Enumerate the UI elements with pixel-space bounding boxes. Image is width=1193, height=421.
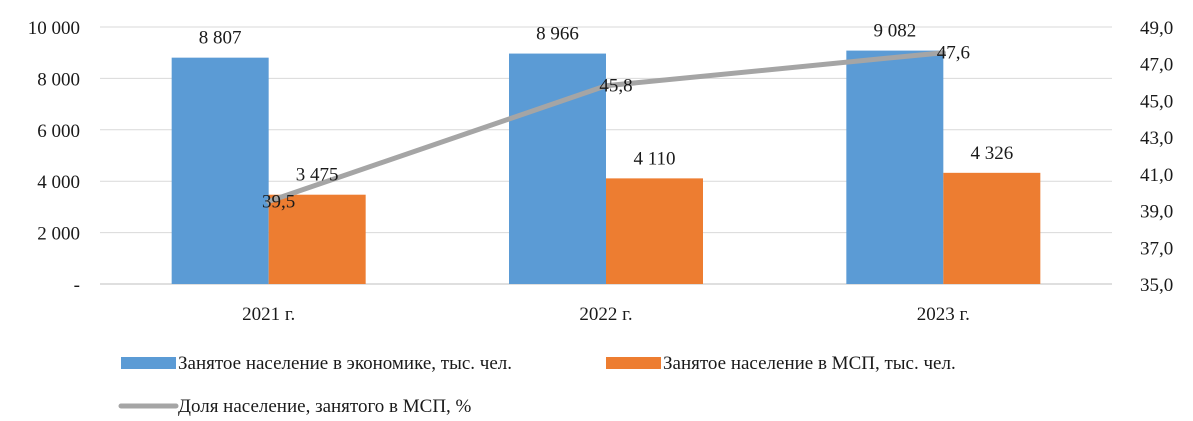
- category-axis: 2021 г. 2022 г. 2023 г.: [242, 304, 970, 325]
- left-tick-label: 6 000: [37, 121, 80, 142]
- share-line: [266, 50, 946, 204]
- right-tick-label: 37,0: [1140, 238, 1173, 259]
- bars: [171, 50, 1041, 285]
- category-label: 2022 г.: [579, 304, 632, 325]
- category-label: 2021 г.: [242, 304, 295, 325]
- left-tick-label: 10 000: [28, 18, 80, 39]
- legend-label: Занятое население в экономике, тыс. чел.: [178, 353, 512, 374]
- bar-sme: [943, 172, 1041, 284]
- category-label: 2023 г.: [917, 304, 970, 325]
- bar-data-label: 3 475: [296, 165, 339, 186]
- right-tick-label: 41,0: [1140, 165, 1173, 186]
- bar-sme: [268, 194, 366, 284]
- left-tick-label: -: [74, 275, 80, 296]
- bar-sme: [606, 178, 703, 284]
- bar-data-label: 4 326: [970, 143, 1013, 164]
- left-tick-label: 2 000: [37, 224, 80, 245]
- legend-swatch: [121, 357, 176, 369]
- bar-economy: [846, 50, 944, 284]
- right-tick-label: 43,0: [1140, 128, 1173, 149]
- bar-data-label: 8 966: [536, 24, 579, 45]
- right-tick-label: 39,0: [1140, 202, 1173, 223]
- line-data-label: 47,6: [937, 43, 970, 64]
- left-tick-label: 8 000: [37, 69, 80, 90]
- right-tick-label: 47,0: [1140, 55, 1173, 76]
- data-labels: 8 807 3 475 8 966 4 110 9 082 4 326 39,5 45,8 47…: [199, 21, 1013, 213]
- bar-data-label: 4 110: [633, 148, 675, 169]
- bar-economy: [171, 57, 269, 285]
- share-line-path: [266, 50, 946, 204]
- bar-data-label: 9 082: [873, 21, 916, 42]
- legend: Занятое население в экономике, тыс. чел.…: [118, 353, 956, 417]
- right-axis: 35,0 37,0 39,0 41,0 43,0 45,0 47,0 49,0: [1140, 18, 1173, 296]
- legend-label: Занятое население в МСП, тыс. чел.: [663, 353, 956, 374]
- right-tick-label: 49,0: [1140, 18, 1173, 39]
- line-data-label: 45,8: [599, 76, 632, 97]
- right-tick-label: 35,0: [1140, 275, 1173, 296]
- legend-label: Доля население, занятого в МСП, %: [178, 396, 472, 416]
- line-data-label: 39,5: [262, 191, 295, 212]
- right-tick-label: 45,0: [1140, 91, 1173, 112]
- left-tick-label: 4 000: [37, 172, 80, 193]
- left-axis: - 2 000 4 000 6 000 8 000 10 000: [28, 18, 80, 296]
- bar-data-label: 8 807: [199, 28, 242, 49]
- legend-swatch: [606, 357, 661, 369]
